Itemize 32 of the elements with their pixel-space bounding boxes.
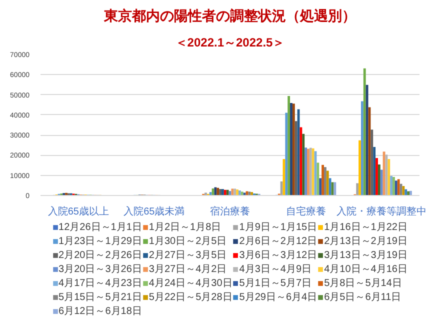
legend-label: 2月13日～2月19日	[324, 235, 408, 248]
legend-label: 5月29日～6月4日	[239, 291, 318, 304]
legend-label: 1月23日～1月29日	[58, 235, 142, 248]
x-tick-label: 宿泊療養	[210, 206, 250, 218]
legend-label: 2月6日～2月12日	[239, 235, 318, 248]
legend-label: 3月27日～4月2日	[148, 263, 227, 276]
legend-label: 3月13日～3月19日	[324, 249, 408, 262]
x-tick-label: 自宅療養	[286, 206, 326, 218]
legend-label: 5月1日～5月7日	[239, 277, 312, 290]
legend-label: 3月20日～3月26日	[58, 263, 142, 276]
legend-label: 5月8日～5月14日	[324, 277, 402, 290]
legend-label: 1月2日～1月8日	[148, 221, 222, 234]
legend-label: 2月27日～3月5日	[148, 249, 227, 262]
legend-label: 6月5日～6月11日	[324, 291, 402, 304]
legend-label: 4月17日～4月23日	[58, 277, 142, 290]
chart-title: 東京都内の陽性者の調整状況（処遇別）	[103, 8, 356, 24]
legend-label: 1月16日～1月22日	[324, 221, 408, 234]
x-tick-label: 入院65歳未満	[124, 206, 185, 218]
legend-label: 1月30日～2月5日	[148, 235, 227, 248]
legend-label: 5月22日～5月28日	[148, 291, 232, 304]
legend-label: 2月20日～2月26日	[58, 249, 142, 262]
x-tick-label: 入院・療養等調整中	[336, 206, 427, 218]
legend-label: 4月24日～4月30日	[148, 277, 232, 290]
legend-label: 4月3日～4月9日	[239, 263, 312, 276]
legend-label: 1月9日～1月15日	[239, 221, 318, 234]
legend-label: 6月12日～6月18日	[58, 305, 142, 318]
x-tick-label: 入院65歳以上	[48, 206, 109, 218]
legend-label: 4月10日～4月16日	[324, 263, 408, 276]
legend-label: 12月26日～1月1日	[58, 221, 142, 234]
chart-subtitle: ＜2022.1～2022.5＞	[175, 36, 285, 50]
legend-label: 5月15日～5月21日	[58, 291, 142, 304]
legend-label: 3月6日～3月12日	[239, 249, 318, 262]
